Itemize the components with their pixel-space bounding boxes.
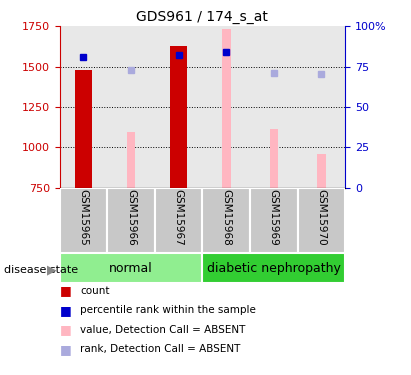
- Text: GSM15965: GSM15965: [79, 189, 88, 246]
- Text: percentile rank within the sample: percentile rank within the sample: [80, 305, 256, 315]
- Text: GSM15970: GSM15970: [316, 189, 326, 246]
- Text: ■: ■: [60, 323, 72, 336]
- Text: value, Detection Call = ABSENT: value, Detection Call = ABSENT: [80, 325, 245, 334]
- Text: rank, Detection Call = ABSENT: rank, Detection Call = ABSENT: [80, 344, 240, 354]
- FancyBboxPatch shape: [250, 188, 298, 253]
- Title: GDS961 / 174_s_at: GDS961 / 174_s_at: [136, 10, 268, 24]
- Text: GSM15969: GSM15969: [269, 189, 279, 246]
- Text: GSM15966: GSM15966: [126, 189, 136, 246]
- Text: ■: ■: [60, 304, 72, 316]
- Text: normal: normal: [109, 262, 153, 274]
- Bar: [222, 30, 231, 188]
- Text: disease state: disease state: [4, 265, 78, 275]
- Bar: [317, 154, 326, 188]
- Text: GSM15968: GSM15968: [221, 189, 231, 246]
- Bar: [270, 129, 278, 188]
- Text: diabetic nephropathy: diabetic nephropathy: [207, 262, 341, 274]
- Text: ▶: ▶: [46, 264, 56, 276]
- FancyBboxPatch shape: [60, 253, 202, 283]
- Bar: [170, 46, 187, 188]
- FancyBboxPatch shape: [202, 253, 345, 283]
- Text: GSM15967: GSM15967: [173, 189, 184, 246]
- Bar: [75, 70, 92, 188]
- Text: ■: ■: [60, 284, 72, 297]
- FancyBboxPatch shape: [107, 188, 155, 253]
- FancyBboxPatch shape: [155, 188, 202, 253]
- Bar: [127, 132, 135, 188]
- Text: ■: ■: [60, 343, 72, 355]
- Text: count: count: [80, 286, 110, 296]
- FancyBboxPatch shape: [60, 188, 107, 253]
- FancyBboxPatch shape: [298, 188, 345, 253]
- FancyBboxPatch shape: [202, 188, 250, 253]
